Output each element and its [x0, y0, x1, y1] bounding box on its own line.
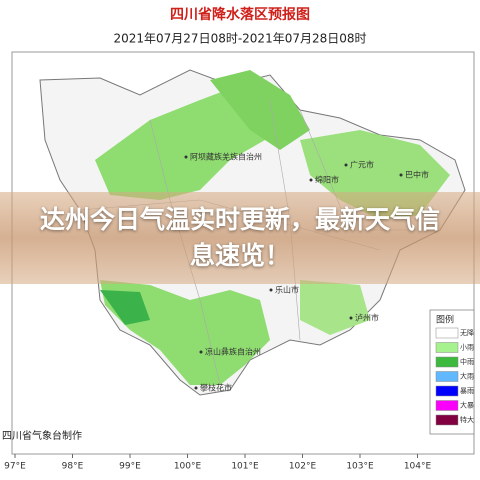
place-label: 巴中市 — [405, 170, 429, 180]
legend-label: 无降 — [460, 328, 474, 337]
longitude-label: 103°E — [346, 462, 374, 472]
legend-swatch — [435, 400, 459, 411]
place-dot — [309, 178, 313, 182]
longitude-label: 102°E — [289, 462, 317, 472]
longitude-label: 98°E — [62, 462, 84, 472]
place-label: 阿坝藏族羌族自治州 — [190, 152, 262, 162]
place-label: 广元市 — [350, 160, 374, 170]
headline-banner: 达州今日气温实时更新，最新天气信息速览！ — [0, 192, 480, 284]
place-label: 凉山彝族自治州 — [205, 347, 261, 357]
moderate-rain-area — [100, 290, 150, 325]
map-subtitle: 2021年07月27日08时-2021年07月28日08时 — [113, 32, 366, 46]
legend-label: 小雨 — [460, 343, 474, 352]
longitude-labels: 97°E 98°E 99°E 100°E 101°E 102°E 103°E 104°E — [4, 454, 431, 472]
place-label: 攀枝花市 — [200, 383, 232, 393]
place-dot — [344, 163, 348, 167]
legend-swatch — [435, 356, 459, 368]
map-title: 四川省降水落区预报图 — [170, 6, 310, 23]
longitude-label: 104°E — [404, 462, 432, 472]
headline: 达州今日气温实时更新，最新天气信息速览！ — [40, 205, 441, 270]
light-rain-area — [210, 70, 310, 150]
place-dot — [199, 350, 203, 354]
place-dot — [269, 288, 273, 292]
legend-label: 特大 — [460, 415, 474, 424]
legend-swatch — [435, 371, 459, 382]
place-dot — [184, 155, 188, 159]
place-label: 乐山市 — [275, 285, 299, 295]
place-label: 泸州市 — [355, 313, 379, 323]
place-dot — [349, 316, 353, 320]
legend-swatch — [435, 327, 459, 339]
longitude-label: 100°E — [174, 462, 202, 472]
legend-label: 中雨 — [460, 357, 474, 366]
longitude-label: 99°E — [119, 462, 141, 472]
place-dot — [399, 173, 403, 177]
place-dot — [194, 386, 198, 390]
legend-label: 大暴 — [460, 401, 474, 410]
longitude-label: 97°E — [4, 462, 26, 472]
legend-label: 暴雨 — [460, 387, 474, 395]
light-rain-area — [300, 280, 370, 335]
legend-swatch — [435, 342, 459, 353]
legend-label: 大雨 — [460, 372, 474, 381]
light-rain-area — [95, 85, 270, 200]
legend-swatch — [435, 414, 459, 426]
place-label: 绵阳市 — [315, 175, 339, 185]
longitude-label: 101°E — [231, 462, 259, 472]
legend-title: 图例 — [436, 314, 454, 326]
map-credit: 四川省气象台制作 — [2, 429, 82, 442]
legend-swatch — [435, 385, 459, 397]
